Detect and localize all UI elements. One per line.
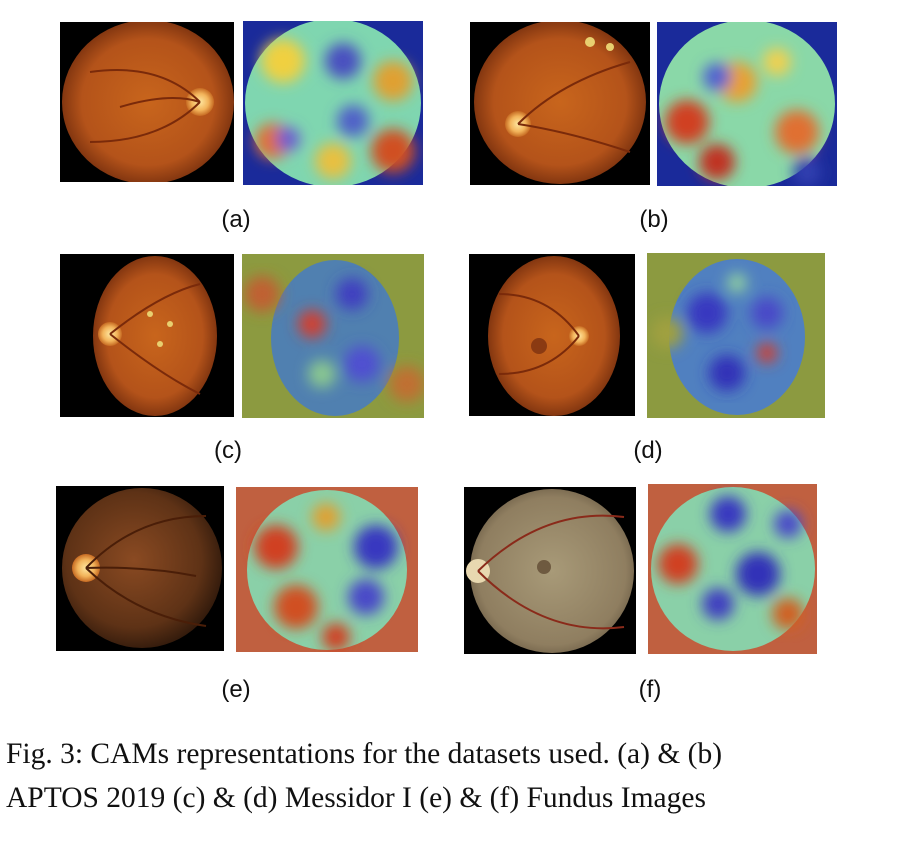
fundus-image-c [60,254,234,417]
fundus-image-a [60,22,234,182]
caption-line-2: APTOS 2019 (c) & (d) Messidor I (e) & (f… [6,782,706,814]
figure-caption: Fig. 3: CAMs representations for the dat… [6,732,896,820]
cam-heatmap-b [657,22,837,186]
fundus-image-d [469,254,635,416]
panel-label-c: (c) [214,437,242,464]
panel-label-b: (b) [639,206,669,233]
fundus-image-e [56,486,224,651]
caption-line-1: Fig. 3: CAMs representations for the dat… [6,738,723,770]
fundus-image-b [470,22,650,185]
cam-heatmap-f [648,484,817,654]
cam-heatmap-a [243,21,423,185]
cam-heatmap-c [242,254,424,418]
cam-heatmap-e [236,487,418,652]
cam-heatmap-d [647,253,825,418]
panel-label-e: (e) [221,676,251,703]
panel-label-f: (f) [638,676,662,703]
fundus-image-f [464,487,636,654]
panel-label-a: (a) [221,206,251,233]
panel-label-d: (d) [633,437,663,464]
